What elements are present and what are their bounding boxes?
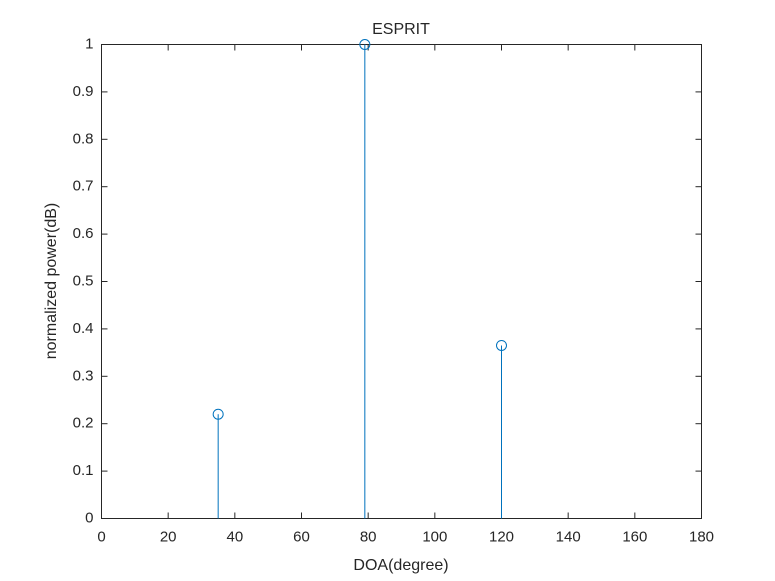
stem-marker [359, 39, 371, 50]
x-tick-label: 40 [226, 528, 243, 545]
y-tick-label: 0.3 [73, 367, 94, 384]
y-tick-label: 0.5 [73, 272, 94, 289]
x-tick-label: 20 [160, 528, 177, 545]
y-tick-label: 1 [85, 35, 93, 52]
y-tick-label: 0.9 [73, 83, 94, 100]
x-axis-label: DOA(degree) [353, 557, 448, 574]
stem-marker [496, 339, 507, 351]
y-tick-label: 0.4 [73, 320, 94, 337]
chart-title: ESPRIT [372, 21, 430, 38]
y-tick-label: 0.6 [73, 225, 94, 242]
x-tick-label: 120 [489, 528, 514, 545]
y-tick-label: 0 [85, 509, 93, 526]
x-tick-label: 140 [556, 528, 581, 545]
x-tick-label: 100 [422, 528, 447, 545]
y-tick-label: 0.1 [73, 462, 94, 479]
x-tick-label: 60 [293, 528, 310, 545]
y-tick-label: 0.7 [73, 178, 94, 195]
x-tick-label: 0 [97, 528, 105, 545]
x-tick-label: 180 [689, 528, 714, 545]
x-tick-label: 80 [360, 528, 377, 545]
y-tick-label: 0.2 [73, 415, 94, 432]
y-axis-label: normalized power(dB) [43, 203, 60, 360]
x-tick-label: 160 [622, 528, 647, 545]
y-tick-label: 0.8 [73, 130, 94, 147]
stem-marker [212, 408, 224, 420]
